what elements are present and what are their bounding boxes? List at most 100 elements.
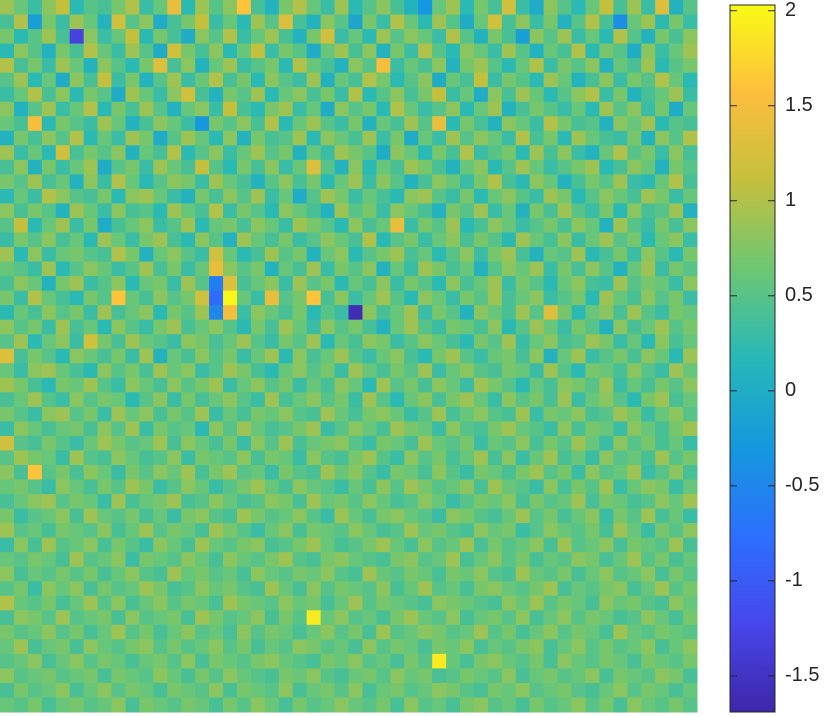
heatmap-cell xyxy=(125,203,140,219)
heatmap-cell xyxy=(334,130,349,146)
heatmap-cell xyxy=(376,261,391,277)
heatmap-cell xyxy=(181,247,196,263)
heatmap-cell xyxy=(543,682,559,698)
heatmap-cell xyxy=(209,261,224,277)
heatmap-cell xyxy=(27,552,43,568)
heatmap-cell xyxy=(292,392,308,408)
heatmap-cell xyxy=(334,58,349,74)
heatmap-cell xyxy=(209,653,224,669)
heatmap-cell xyxy=(181,581,196,597)
heatmap-cell xyxy=(306,523,322,539)
heatmap-cell xyxy=(432,523,447,539)
heatmap-cell xyxy=(432,305,447,321)
heatmap-cell xyxy=(195,130,210,146)
heatmap-cell xyxy=(41,290,57,306)
heatmap-cell xyxy=(376,145,391,161)
heatmap-cell xyxy=(543,537,559,553)
heatmap-cell xyxy=(376,653,391,669)
heatmap-cell xyxy=(292,464,308,481)
heatmap-cell xyxy=(641,450,656,466)
heatmap-cell xyxy=(432,639,447,655)
heatmap-cell xyxy=(418,334,433,350)
heatmap-cell xyxy=(418,130,433,146)
heatmap-cell xyxy=(376,406,391,422)
heatmap-cell xyxy=(683,14,698,30)
heatmap-cell xyxy=(390,29,405,45)
heatmap-cell xyxy=(376,595,391,611)
heatmap-cell xyxy=(655,435,670,451)
heatmap-cell xyxy=(557,464,573,481)
heatmap-cell xyxy=(195,247,210,263)
heatmap-cell xyxy=(167,130,182,146)
heatmap-cell xyxy=(306,581,322,597)
heatmap-cell xyxy=(264,508,280,524)
heatmap-cell xyxy=(613,682,628,698)
heatmap-cell xyxy=(390,610,405,626)
heatmap-cell xyxy=(278,14,294,30)
heatmap-cell xyxy=(585,159,600,175)
heatmap-cell xyxy=(390,87,405,103)
heatmap-cell xyxy=(627,348,642,364)
heatmap-cell xyxy=(306,348,322,364)
heatmap-cell xyxy=(683,276,698,292)
heatmap-cell xyxy=(613,305,628,321)
heatmap-cell xyxy=(125,494,140,510)
heatmap-cell xyxy=(306,72,322,88)
heatmap-cell xyxy=(41,130,57,146)
heatmap-cell xyxy=(223,552,238,568)
heatmap-cell xyxy=(557,14,573,30)
heatmap-cell xyxy=(167,377,182,393)
heatmap-cell xyxy=(627,668,642,684)
heatmap-cell xyxy=(320,174,336,190)
heatmap-cell xyxy=(167,232,182,248)
heatmap-cell xyxy=(432,247,447,263)
heatmap-cell xyxy=(167,217,182,233)
heatmap-cell xyxy=(683,58,698,74)
heatmap-cell xyxy=(683,653,698,669)
heatmap-cell xyxy=(306,435,322,451)
heatmap-cell xyxy=(418,261,433,277)
heatmap-cell xyxy=(27,668,43,684)
heatmap-cell xyxy=(613,43,628,59)
heatmap-cell xyxy=(306,0,322,16)
heatmap-cell xyxy=(167,290,182,306)
heatmap-cell xyxy=(83,130,99,146)
heatmap-cell xyxy=(543,494,559,510)
heatmap-cell xyxy=(655,43,670,59)
heatmap-cell xyxy=(195,508,210,524)
heatmap-cell xyxy=(223,261,238,277)
heatmap-cell xyxy=(432,116,447,132)
heatmap-cell xyxy=(153,363,168,379)
heatmap-cell xyxy=(446,174,461,190)
heatmap-cell xyxy=(13,174,29,190)
heatmap-cell xyxy=(139,421,154,437)
heatmap-cell xyxy=(585,595,600,611)
heatmap-cell xyxy=(125,595,140,611)
heatmap-cell xyxy=(585,261,600,277)
heatmap-cell xyxy=(432,261,447,277)
heatmap-cell xyxy=(125,276,140,292)
heatmap-cell xyxy=(139,305,154,321)
heatmap-cell xyxy=(223,232,238,248)
heatmap-cell xyxy=(599,464,614,481)
heatmap-cell xyxy=(418,363,433,379)
heatmap-cell xyxy=(655,552,670,568)
heatmap-cell xyxy=(683,639,698,655)
heatmap-cell xyxy=(278,87,294,103)
heatmap-cell xyxy=(404,174,419,190)
heatmap-cell xyxy=(487,232,503,248)
heatmap-cell xyxy=(487,639,503,655)
heatmap-cell xyxy=(348,392,363,408)
heatmap-cell xyxy=(223,435,238,451)
heatmap-cell xyxy=(334,377,349,393)
heatmap-cell xyxy=(390,377,405,393)
heatmap-cell xyxy=(376,624,391,640)
heatmap-cell xyxy=(613,319,628,335)
heatmap-cell xyxy=(348,464,363,481)
heatmap-cell xyxy=(390,14,405,30)
heatmap-cell xyxy=(432,290,447,306)
heatmap-cell xyxy=(27,624,43,640)
heatmap-cell xyxy=(125,334,140,350)
heatmap-cell xyxy=(641,188,656,204)
heatmap-cell xyxy=(501,72,517,88)
